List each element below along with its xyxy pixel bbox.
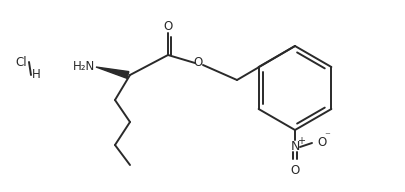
Text: Cl: Cl	[15, 55, 27, 69]
Text: ⁻: ⁻	[324, 131, 330, 141]
Text: O: O	[193, 56, 202, 70]
Text: H₂N: H₂N	[73, 60, 95, 74]
Text: H: H	[32, 69, 41, 81]
Polygon shape	[96, 67, 129, 78]
Text: N: N	[290, 140, 300, 152]
Text: +: +	[297, 136, 305, 146]
Text: O: O	[163, 20, 173, 32]
Text: O: O	[290, 165, 300, 177]
Text: O: O	[317, 136, 326, 148]
